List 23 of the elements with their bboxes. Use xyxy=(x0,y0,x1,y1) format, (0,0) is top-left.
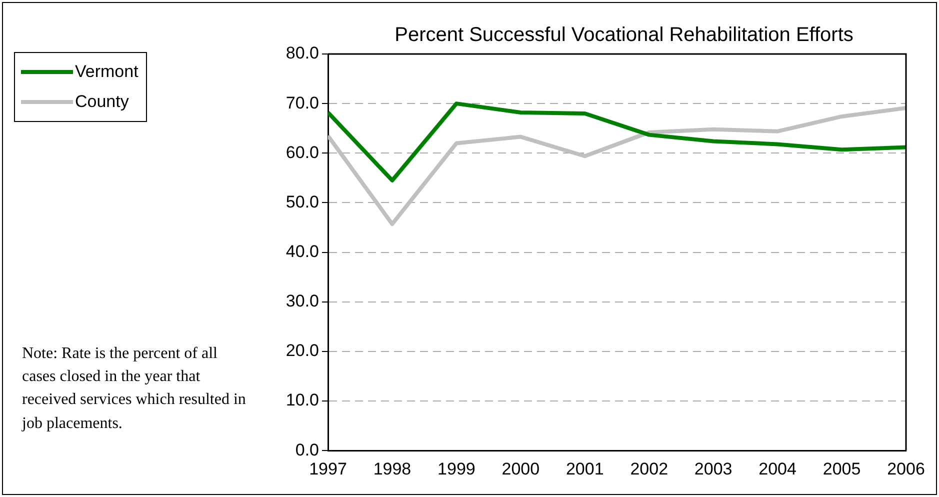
chart-title: Percent Successful Vocational Rehabilitation Efforts xyxy=(394,24,854,47)
legend-label: County xyxy=(75,92,129,112)
text: Note: Rate is the percent of all cases closed in the year that received services which resulted in job placements. xyxy=(22,344,247,434)
y-tick-label: 40.0 xyxy=(286,242,319,261)
x-tick-label: 1999 xyxy=(438,459,476,478)
x-tick-label: 2000 xyxy=(502,459,540,478)
y-tick-label: 0.0 xyxy=(295,440,319,460)
x-tick-label: 2004 xyxy=(758,459,796,478)
y-tick-label: 50.0 xyxy=(286,192,319,212)
x-tick-label: 1998 xyxy=(373,459,412,478)
y-tick-label: 70.0 xyxy=(286,93,319,112)
x-tick-label: 2001 xyxy=(566,459,604,478)
y-tick-label: 30.0 xyxy=(286,292,319,311)
y-tick-label: 60.0 xyxy=(286,142,319,162)
y-tick-label: 20.0 xyxy=(286,341,319,360)
x-tick-label: 2002 xyxy=(630,459,668,478)
x-tick-label: 2005 xyxy=(822,459,861,478)
legend-label: Vermont xyxy=(75,62,138,82)
y-tick-label: 10.0 xyxy=(286,390,319,410)
x-tick-label: 2003 xyxy=(694,459,732,478)
x-tick-label: 2006 xyxy=(887,459,925,478)
x-tick-label: 1997 xyxy=(309,459,347,478)
y-tick-label: 80.0 xyxy=(286,44,319,63)
